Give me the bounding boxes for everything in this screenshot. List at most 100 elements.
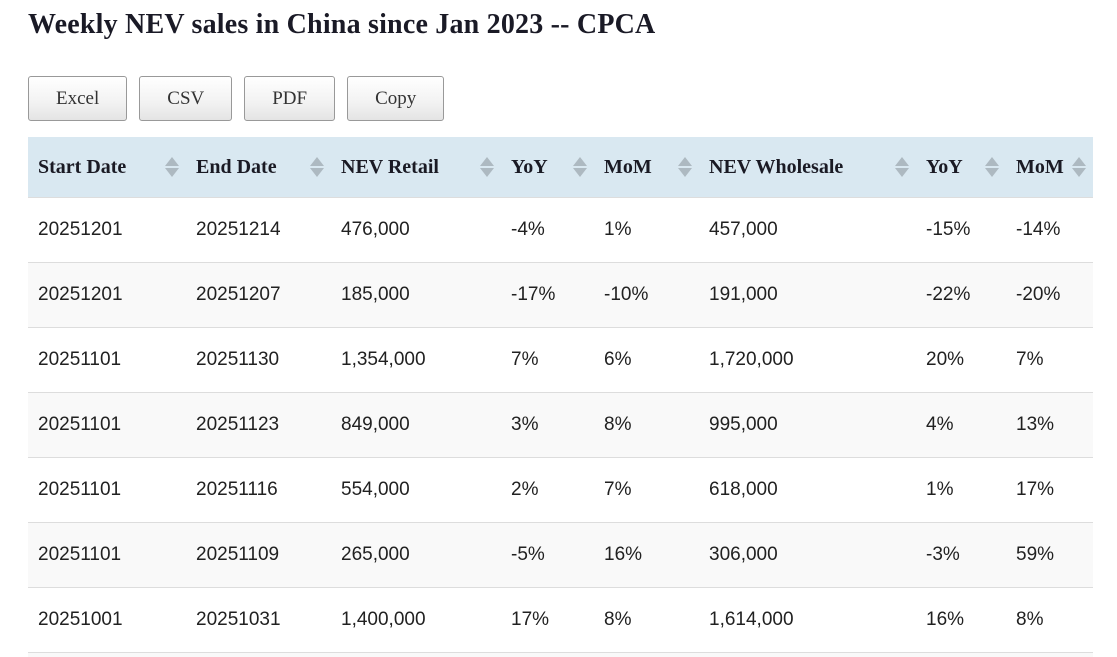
sort-arrows-icon[interactable]	[1072, 157, 1086, 177]
column-header-wholesale-mom[interactable]: MoM	[1006, 137, 1093, 198]
table-row: 20251201 20251207 185,000 -17% -10% 191,000 -2…	[28, 262, 1093, 328]
column-header-label: YoY	[511, 156, 548, 178]
table-cell: 20251109	[196, 544, 280, 565]
table-row: 20251001 20251031 1,400,000 17% 8% 1,614,000 1…	[28, 587, 1093, 652]
table-cell: 476,000	[341, 219, 410, 240]
table-cell: 191,000	[709, 284, 778, 305]
sort-arrows-icon[interactable]	[573, 157, 587, 177]
table-cell: 4%	[926, 414, 954, 435]
table-cell: 20251130	[196, 349, 280, 370]
table-cell: 7%	[1016, 349, 1044, 370]
table-cell: -14%	[1016, 219, 1061, 240]
table-cell: 995,000	[709, 414, 778, 435]
column-header-label: NEV Wholesale	[709, 156, 844, 178]
table-cell: 20251101	[38, 349, 122, 370]
column-header-label: Start Date	[38, 156, 127, 178]
table-cell: 59%	[1016, 544, 1055, 565]
table-cell: 20251214	[196, 219, 281, 240]
table-cell: 20%	[926, 349, 965, 370]
sort-arrows-icon[interactable]	[678, 157, 692, 177]
table-cell: 306,000	[709, 544, 778, 565]
page-title: Weekly NEV sales in China since Jan 2023…	[28, 9, 656, 40]
table-row: 20251101 20251116 554,000 2% 7% 618,000 1% 17%	[28, 457, 1093, 523]
table-cell: 457,000	[709, 219, 778, 240]
column-header-nev-retail[interactable]: NEV Retail	[331, 137, 501, 198]
table-cell: -5%	[511, 544, 545, 565]
table-row: 20251101 20251130 1,354,000 7% 6% 1,720,000 20…	[28, 327, 1093, 393]
csv-export-button[interactable]: CSV	[139, 76, 233, 121]
column-header-retail-mom[interactable]: MoM	[594, 137, 699, 198]
table-cell: 1%	[604, 219, 632, 240]
table-cell: 20251101	[38, 544, 122, 565]
table-cell: 20251101	[38, 479, 122, 500]
copy-export-button[interactable]: Copy	[347, 76, 445, 121]
table-cell: 554,000	[341, 479, 410, 500]
table-cell: 13%	[1016, 414, 1055, 435]
table-cell: 20251201	[38, 219, 123, 240]
table-cell: 7%	[511, 349, 539, 370]
table-body: 20251201 20251214 476,000 -4% 1% 457,000 -15% -…	[28, 197, 1093, 652]
table-row-partial	[28, 652, 1093, 657]
nev-sales-table: Start Date End Date NEV Retail YoY	[28, 137, 1093, 652]
table-header-row: Start Date End Date NEV Retail YoY	[28, 137, 1093, 198]
column-header-end-date[interactable]: End Date	[186, 137, 331, 198]
pdf-export-button[interactable]: PDF	[244, 76, 336, 121]
table-cell: 3%	[511, 414, 539, 435]
table-cell: 20251031	[196, 609, 281, 630]
sort-arrows-icon[interactable]	[310, 157, 324, 177]
table-cell: -15%	[926, 219, 971, 240]
table-row: 20251101 20251109 265,000 -5% 16% 306,000 -3% 5…	[28, 522, 1093, 588]
table-cell: -10%	[604, 284, 649, 305]
column-header-wholesale-yoy[interactable]: YoY	[916, 137, 1006, 198]
column-header-label: NEV Retail	[341, 156, 439, 178]
column-header-label: YoY	[926, 156, 963, 178]
table-header: Start Date End Date NEV Retail YoY	[28, 137, 1093, 198]
excel-export-button[interactable]: Excel	[28, 76, 128, 121]
table-cell: 20251001	[38, 609, 123, 630]
table-cell: 8%	[604, 609, 632, 630]
table-cell: 20251201	[38, 284, 123, 305]
table-cell: -3%	[926, 544, 960, 565]
sort-arrows-icon[interactable]	[985, 157, 999, 177]
table-cell: 20251207	[196, 284, 281, 305]
sort-arrows-icon[interactable]	[165, 157, 179, 177]
table-cell: 265,000	[341, 544, 410, 565]
table-cell: 20251123	[196, 414, 280, 435]
table-cell: 17%	[1016, 479, 1055, 500]
table-cell: 1%	[926, 479, 954, 500]
table-cell: -4%	[511, 219, 545, 240]
table-cell: 20251101	[38, 414, 122, 435]
table-cell: 17%	[511, 609, 550, 630]
export-toolbar: Excel CSV PDF Copy	[28, 76, 1117, 121]
table-cell: 1,354,000	[341, 349, 426, 370]
table-cell: 1,400,000	[341, 609, 426, 630]
column-header-nev-wholesale[interactable]: NEV Wholesale	[699, 137, 916, 198]
table-cell: 618,000	[709, 479, 778, 500]
table-cell: 8%	[604, 414, 632, 435]
table-container: Start Date End Date NEV Retail YoY	[28, 137, 1117, 657]
sort-arrows-icon[interactable]	[480, 157, 494, 177]
column-header-label: MoM	[604, 156, 652, 178]
table-cell: 20251116	[196, 479, 278, 500]
table-row: 20251101 20251123 849,000 3% 8% 995,000 4% 13%	[28, 392, 1093, 458]
table-cell: -20%	[1016, 284, 1061, 305]
table-cell: 7%	[604, 479, 632, 500]
sort-arrows-icon[interactable]	[895, 157, 909, 177]
column-header-label: End Date	[196, 156, 277, 178]
column-header-start-date[interactable]: Start Date	[28, 137, 186, 198]
column-header-retail-yoy[interactable]: YoY	[501, 137, 594, 198]
table-cell: 8%	[1016, 609, 1044, 630]
table-cell: 1,720,000	[709, 349, 794, 370]
table-cell: -22%	[926, 284, 971, 305]
table-cell: 16%	[604, 544, 643, 565]
table-cell: 849,000	[341, 414, 410, 435]
column-header-label: MoM	[1016, 156, 1064, 178]
table-cell: -17%	[511, 284, 556, 305]
table-row: 20251201 20251214 476,000 -4% 1% 457,000 -15% -…	[28, 197, 1093, 263]
table-cell: 185,000	[341, 284, 410, 305]
table-cell: 1,614,000	[709, 609, 794, 630]
table-cell: 16%	[926, 609, 965, 630]
table-cell: 6%	[604, 349, 632, 370]
table-cell: 2%	[511, 479, 539, 500]
